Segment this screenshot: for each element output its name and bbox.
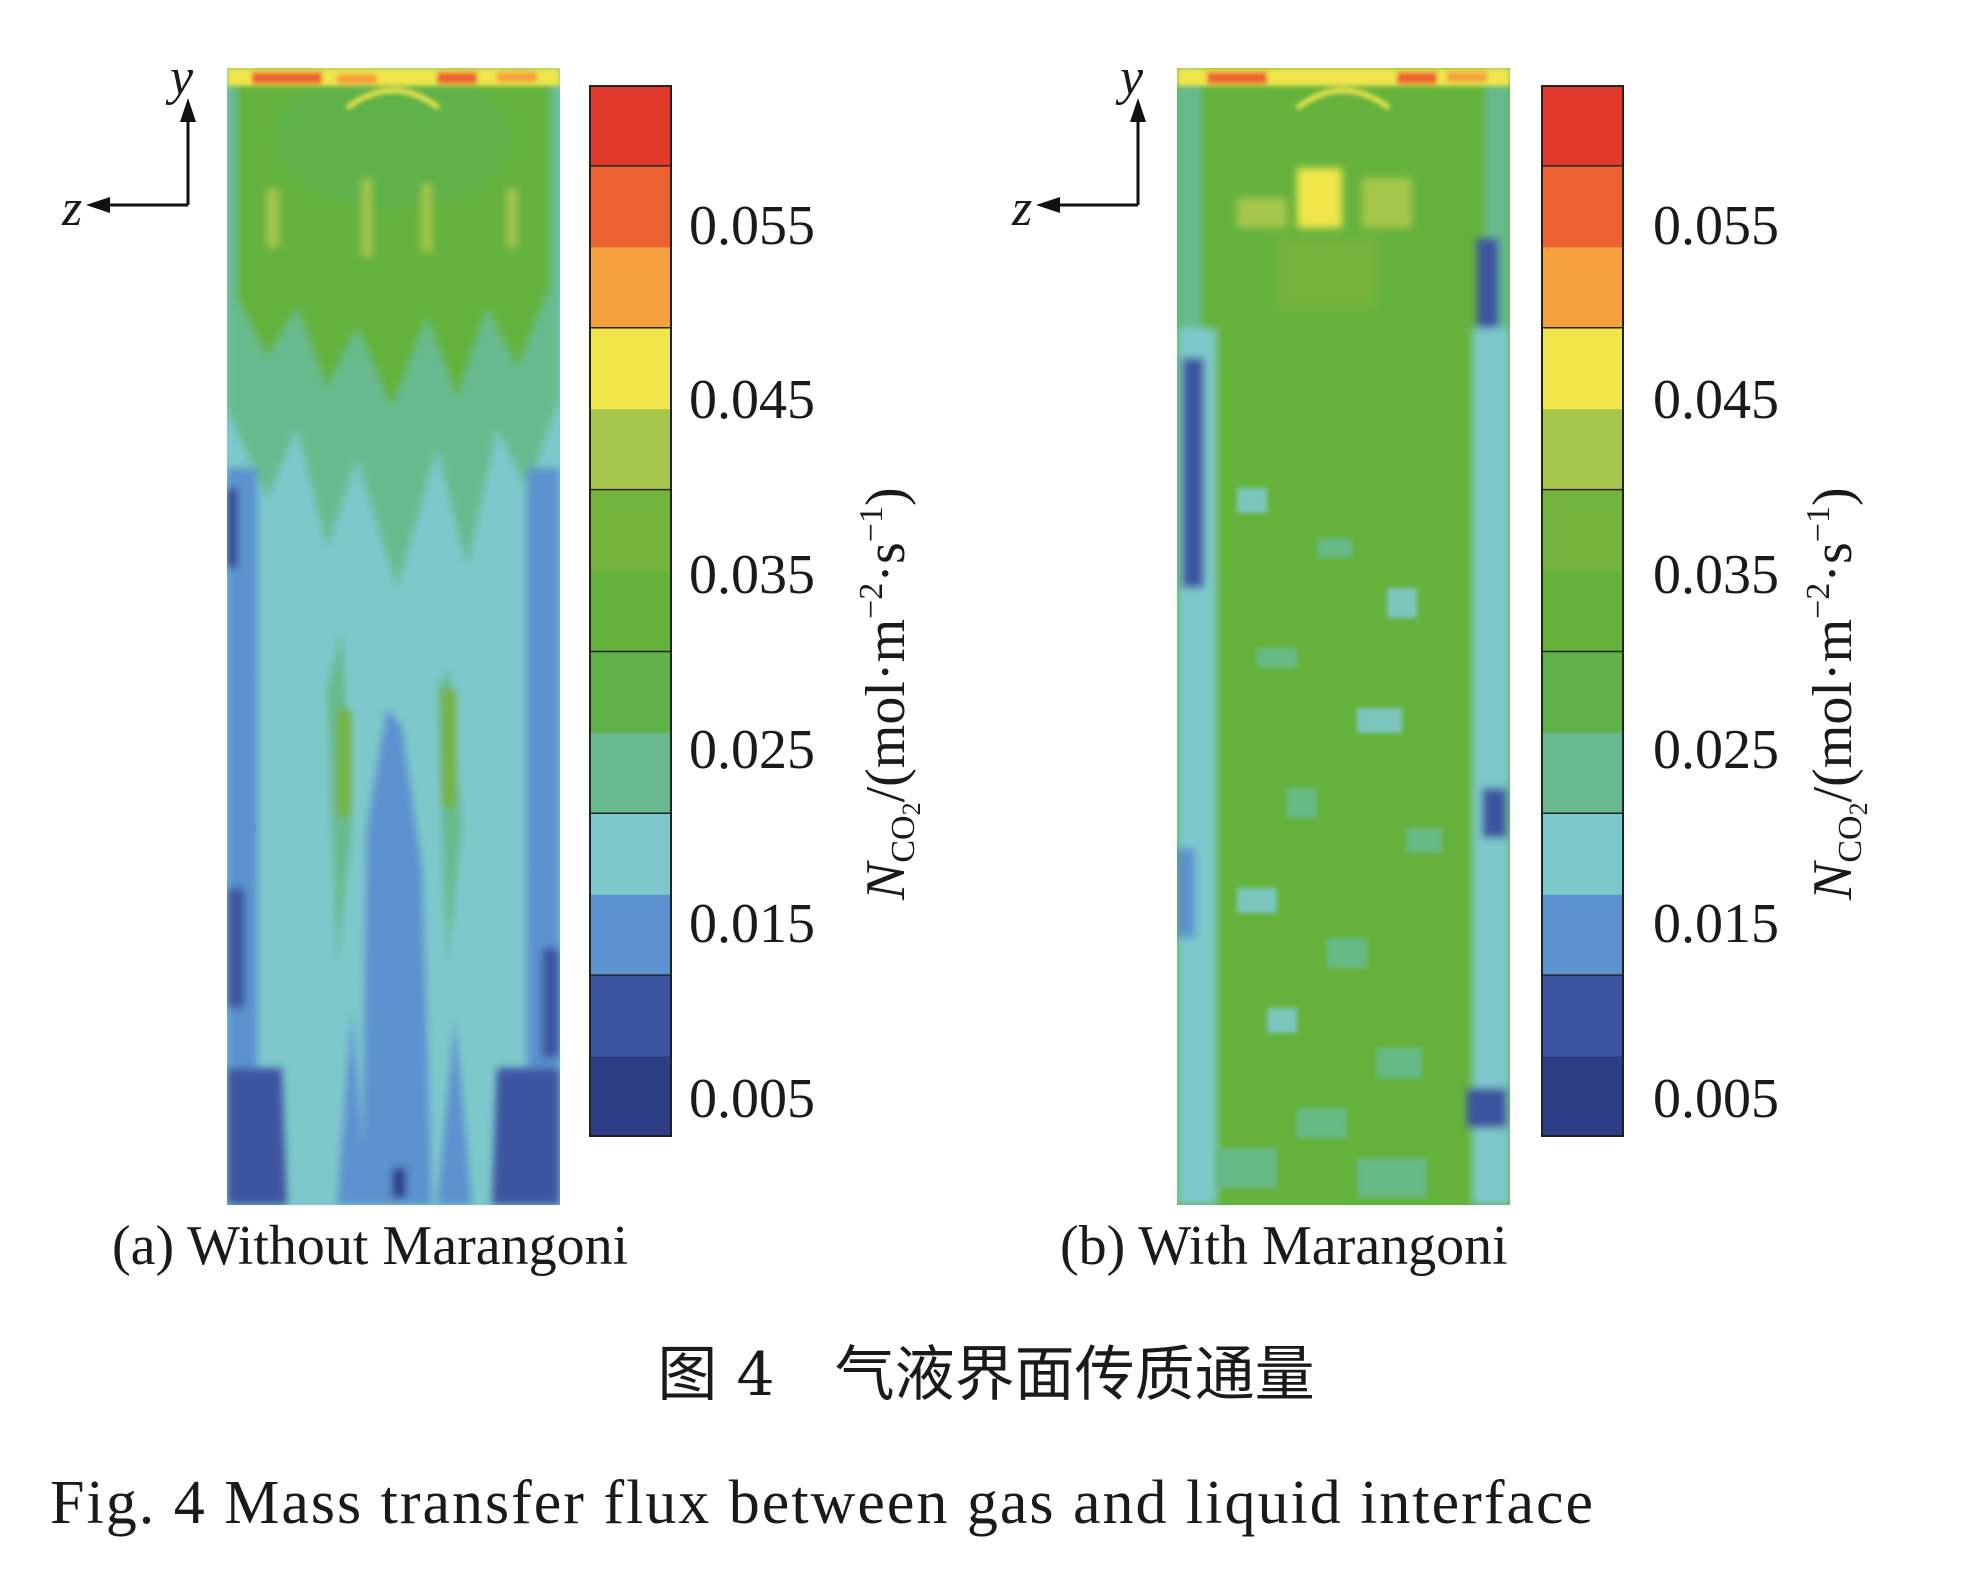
- axis-z-label: z: [62, 180, 83, 237]
- colorbar-cell: [1541, 165, 1624, 248]
- axis-triad: [1036, 98, 1146, 213]
- axis-y-label: y: [1120, 49, 1144, 106]
- colorbar-frame: [589, 85, 672, 1137]
- colorbar-cell: [589, 327, 672, 410]
- colorbar-cell: [1541, 732, 1624, 814]
- axis-triad: [86, 98, 196, 213]
- colorbar-cell: [589, 651, 672, 733]
- colorbar-cell: [589, 1056, 672, 1137]
- colorbar-cell: [1541, 894, 1624, 976]
- colorbar-cell: [589, 570, 672, 652]
- colorbar-tick-label: 0.005: [689, 1068, 815, 1130]
- colorbar-cell: [589, 408, 672, 491]
- colorbar-title: NCO2/(mol·m−2·s−1): [1800, 487, 1873, 900]
- colorbar-frame: [1541, 85, 1624, 1137]
- contour-plot-with-marangoni: [1177, 68, 1510, 1205]
- colorbar-cell: [589, 165, 672, 248]
- colorbar-tick-label: 0.035: [689, 544, 815, 606]
- colorbar-cell: [1541, 327, 1624, 410]
- colorbar-tick-label: 0.055: [1653, 195, 1779, 257]
- colorbar-tick-label: 0.015: [1653, 893, 1779, 955]
- axis-z-label: z: [1012, 180, 1033, 237]
- colorbar-tick-label: 0.015: [689, 893, 815, 955]
- panel-b: y z: [950, 0, 1930, 1300]
- colorbar-cell: [1541, 975, 1624, 1057]
- colorbar-cell: [589, 489, 672, 572]
- colorbar-cell: [1541, 246, 1624, 329]
- colorbar-tick-label: 0.045: [689, 369, 815, 431]
- colorbar-tick-label: 0.055: [689, 195, 815, 257]
- colorbar-cell: [589, 246, 672, 329]
- colorbar-cell: [1541, 489, 1624, 572]
- figure-caption-chinese: 图 4 气液界面传质通量: [657, 1340, 1315, 1410]
- colorbar-cell: [1541, 651, 1624, 733]
- colorbar-cell: [1541, 813, 1624, 895]
- panel-a-caption: (a) Without Marangoni: [112, 1215, 629, 1277]
- colorbar-cell: [1541, 570, 1624, 652]
- colorbar-cell: [1541, 1056, 1624, 1137]
- colorbar-tick-label: 0.025: [689, 719, 815, 781]
- colorbar-title: NCO2/(mol·m−2·s−1): [853, 487, 926, 900]
- panel-b-caption: (b) With Marangoni: [1060, 1215, 1508, 1277]
- colorbar-a: [589, 85, 672, 1137]
- colorbar-cell: [589, 894, 672, 976]
- colorbar-cell: [589, 732, 672, 814]
- axis-y-label: y: [170, 49, 194, 106]
- colorbar-cell: [1541, 85, 1624, 167]
- colorbar-tick-label: 0.035: [1653, 544, 1779, 606]
- contour-plot-without-marangoni: [227, 68, 560, 1205]
- colorbar-b: [1541, 85, 1624, 1137]
- figure-caption-english: Fig. 4 Mass transfer flux between gas an…: [50, 1469, 1596, 1537]
- colorbar-tick-label: 0.025: [1653, 719, 1779, 781]
- colorbar-cell: [589, 813, 672, 895]
- colorbar-cell: [589, 975, 672, 1057]
- colorbar-cell: [1541, 408, 1624, 491]
- colorbar-tick-label: 0.005: [1653, 1068, 1779, 1130]
- colorbar-tick-label: 0.045: [1653, 369, 1779, 431]
- colorbar-cell: [589, 85, 672, 167]
- panel-a: y z: [0, 0, 980, 1300]
